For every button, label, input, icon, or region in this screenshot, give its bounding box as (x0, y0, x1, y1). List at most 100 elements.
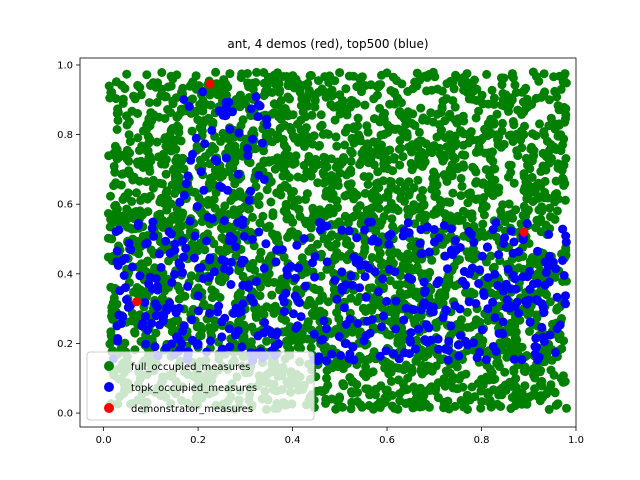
data-point-full-occupied (517, 87, 527, 97)
data-point-full-occupied (163, 82, 173, 92)
data-point-full-occupied (525, 307, 535, 317)
data-point-full-occupied (468, 162, 478, 172)
data-point-full-occupied (506, 167, 516, 177)
data-point-topk-occupied (488, 225, 498, 235)
data-point-full-occupied (507, 393, 517, 402)
data-point-full-occupied (540, 130, 549, 140)
data-point-full-occupied (339, 359, 349, 369)
data-point-topk-occupied (316, 335, 326, 345)
data-point-full-occupied (255, 254, 265, 263)
data-point-topk-occupied (464, 297, 474, 307)
data-point-topk-occupied (349, 252, 359, 262)
data-point-full-occupied (392, 280, 402, 290)
data-point-full-occupied (385, 276, 395, 286)
data-point-topk-occupied (119, 271, 129, 280)
data-point-full-occupied (206, 173, 215, 183)
data-point-full-occupied (122, 204, 132, 214)
data-point-full-occupied (372, 90, 382, 100)
data-point-full-occupied (356, 400, 365, 410)
data-point-full-occupied (417, 402, 427, 411)
data-point-full-occupied (272, 188, 282, 198)
data-point-full-occupied (487, 368, 497, 378)
data-point-full-occupied (346, 156, 356, 166)
data-point-full-occupied (462, 307, 472, 317)
data-point-topk-occupied (127, 262, 137, 272)
data-point-full-occupied (535, 119, 544, 129)
data-point-full-occupied (432, 188, 441, 198)
data-point-full-occupied (385, 360, 395, 370)
data-point-full-occupied (436, 108, 446, 118)
data-point-full-occupied (374, 203, 384, 213)
data-point-full-occupied (536, 214, 546, 224)
x-tick-label: 0.4 (285, 435, 301, 446)
data-point-full-occupied (429, 141, 439, 151)
y-tick-label: 1.0 (57, 60, 73, 71)
data-point-topk-occupied (360, 225, 370, 235)
data-point-topk-occupied (348, 280, 357, 290)
data-point-full-occupied (481, 126, 491, 136)
data-point-full-occupied (333, 396, 343, 406)
data-point-full-occupied (435, 195, 445, 205)
data-point-full-occupied (145, 134, 154, 144)
data-point-topk-occupied (251, 277, 261, 287)
data-point-full-occupied (463, 405, 472, 414)
data-point-topk-occupied (183, 171, 193, 181)
data-point-full-occupied (225, 161, 235, 171)
data-point-full-occupied (374, 254, 384, 264)
data-point-topk-occupied (190, 231, 200, 241)
data-point-topk-occupied (142, 238, 152, 248)
data-point-full-occupied (427, 148, 437, 158)
data-point-full-occupied (395, 396, 405, 406)
data-point-topk-occupied (506, 284, 516, 294)
data-point-topk-occupied (532, 278, 542, 288)
data-point-full-occupied (360, 81, 370, 91)
data-point-full-occupied (163, 105, 173, 114)
data-point-full-occupied (329, 177, 339, 187)
data-point-topk-occupied (153, 281, 162, 291)
data-point-full-occupied (112, 125, 122, 134)
data-point-full-occupied (525, 327, 534, 336)
data-point-full-occupied (111, 178, 121, 188)
data-point-full-occupied (560, 179, 570, 189)
data-point-full-occupied (442, 94, 452, 104)
data-point-full-occupied (391, 307, 401, 317)
data-point-topk-occupied (475, 265, 485, 275)
data-point-full-occupied (409, 200, 419, 210)
data-point-full-occupied (466, 128, 476, 138)
data-point-full-occupied (273, 68, 282, 78)
data-point-full-occupied (387, 214, 397, 224)
data-point-full-occupied (514, 263, 524, 273)
data-point-full-occupied (407, 147, 416, 157)
data-point-topk-occupied (405, 335, 415, 345)
data-point-full-occupied (492, 399, 502, 409)
data-point-topk-occupied (164, 227, 174, 237)
data-point-full-occupied (274, 87, 284, 97)
data-point-full-occupied (231, 251, 241, 261)
data-point-full-occupied (225, 69, 235, 79)
data-point-full-occupied (360, 100, 370, 110)
data-point-topk-occupied (517, 355, 527, 365)
data-point-topk-occupied (518, 272, 528, 282)
data-point-full-occupied (166, 321, 176, 330)
data-point-topk-occupied (446, 245, 456, 255)
data-point-full-occupied (478, 219, 488, 229)
data-point-full-occupied (306, 297, 315, 307)
y-tick-label: 0.6 (57, 200, 73, 211)
data-point-topk-occupied (510, 274, 520, 284)
data-point-topk-occupied (167, 277, 177, 287)
data-point-full-occupied (192, 106, 202, 116)
data-point-full-occupied (263, 156, 273, 166)
data-point-topk-occupied (433, 334, 443, 344)
data-point-topk-occupied (405, 349, 414, 359)
data-point-topk-occupied (443, 264, 452, 274)
data-point-full-occupied (193, 246, 202, 256)
data-point-full-occupied (506, 404, 516, 413)
data-point-topk-occupied (292, 240, 302, 250)
data-point-full-occupied (561, 104, 571, 114)
data-point-full-occupied (445, 197, 455, 207)
data-point-full-occupied (439, 288, 449, 298)
data-point-full-occupied (489, 262, 499, 272)
data-point-topk-occupied (525, 284, 535, 294)
data-point-full-occupied (377, 70, 386, 80)
data-point-full-occupied (550, 388, 560, 398)
